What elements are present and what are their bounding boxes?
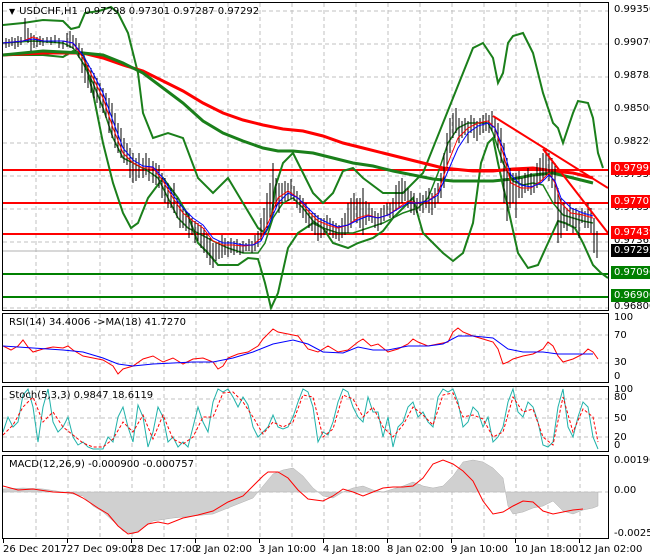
time-axis-label: 27 Dec 09:00 (67, 544, 135, 555)
stoch-axis-label: 100 (614, 384, 634, 395)
macd-axis-label: 0.00 (614, 485, 637, 496)
time-axis-label: 4 Jan 18:00 (323, 544, 380, 555)
rsi-axis-label: 30 (614, 357, 627, 368)
current-price-tag: 0.97292 (611, 244, 650, 257)
time-axis-label: 26 Dec 2017 (3, 544, 67, 555)
fast-ma-red (3, 36, 594, 247)
fast-ma-blue (3, 38, 594, 246)
stochastic-panel[interactable]: Stoch(5,3,3) 0.9847 18.6119 (2, 386, 609, 452)
rsi-canvas (3, 314, 608, 382)
price-chart-panel[interactable]: ▼ USDCHF,H1 0.97298 0.97301 0.97287 0.972… (2, 2, 609, 311)
stochastic-canvas (3, 387, 608, 451)
macd-canvas (3, 456, 608, 538)
rsi-line (3, 327, 599, 375)
time-axis-label: 8 Jan 02:00 (387, 544, 444, 555)
time-axis-label: 3 Jan 10:00 (259, 544, 316, 555)
price-chart-canvas (3, 3, 608, 310)
macd-legend: MACD(12,26,9) -0.000900 -0.000757 (9, 459, 194, 470)
rsi-legend: RSI(14) 34.4006 ->MA(18) 41.7270 (9, 317, 186, 328)
trendline-lower[interactable] (542, 148, 608, 234)
resistance-3-tag: 0.97439 (611, 226, 650, 239)
chart-title: ▼ USDCHF,H1 0.97298 0.97301 0.97287 0.972… (9, 6, 259, 17)
macd-histogram (3, 459, 599, 535)
price-axis-label: 0.98785 (614, 70, 650, 81)
price-grid (3, 3, 608, 310)
macd-signal-line (3, 459, 584, 535)
time-axis-label: 9 Jan 10:00 (451, 544, 508, 555)
triangle-down-icon[interactable]: ▼ (9, 7, 16, 16)
rsi-ma-line (3, 335, 593, 367)
bollinger-lower-band (3, 49, 608, 310)
rsi-panel[interactable]: RSI(14) 34.4006 ->MA(18) 41.7270 (2, 313, 609, 383)
trendline-upper[interactable] (492, 115, 608, 189)
moving-average-medium (3, 49, 594, 185)
support-1-tag: 0.97096 (611, 266, 650, 279)
symbol-timeframe: USDCHF,H1 (19, 6, 78, 17)
ohlc-values: 0.97298 0.97301 0.97287 0.97292 (84, 6, 260, 17)
rsi-axis-label: 100 (614, 312, 634, 323)
resistance-1-tag: 0.97991 (611, 162, 650, 175)
macd-axis-label: 0.001961 (614, 455, 650, 466)
macd-panel[interactable]: MACD(12,26,9) -0.000900 -0.000757 (2, 455, 609, 539)
time-axis-label: 28 Dec 17:00 (131, 544, 199, 555)
support-2-tag: 0.96900 (611, 289, 650, 302)
stoch-axis-label: 0 (614, 440, 621, 451)
time-axis-label: 12 Jan 02:00 (579, 544, 643, 555)
stochastic-legend: Stoch(5,3,3) 0.9847 18.6119 (9, 390, 154, 401)
rsi-axis-label: 70 (614, 330, 627, 341)
time-axis-label: 2 Jan 02:00 (195, 544, 252, 555)
stoch-axis-label: 20 (614, 432, 627, 443)
stoch-axis-label: 80 (614, 392, 627, 403)
price-axis-label: 0.97365 (614, 235, 650, 246)
macd-axis-label: -0.002518 (614, 528, 650, 539)
bollinger-upper-band (3, 5, 604, 235)
stoch-axis-label: 50 (614, 413, 627, 424)
resistance-2-tag: 0.97707 (611, 195, 650, 208)
time-axis-label: 10 Jan 18:00 (515, 544, 579, 555)
rsi-axis-label: 0 (614, 371, 621, 382)
